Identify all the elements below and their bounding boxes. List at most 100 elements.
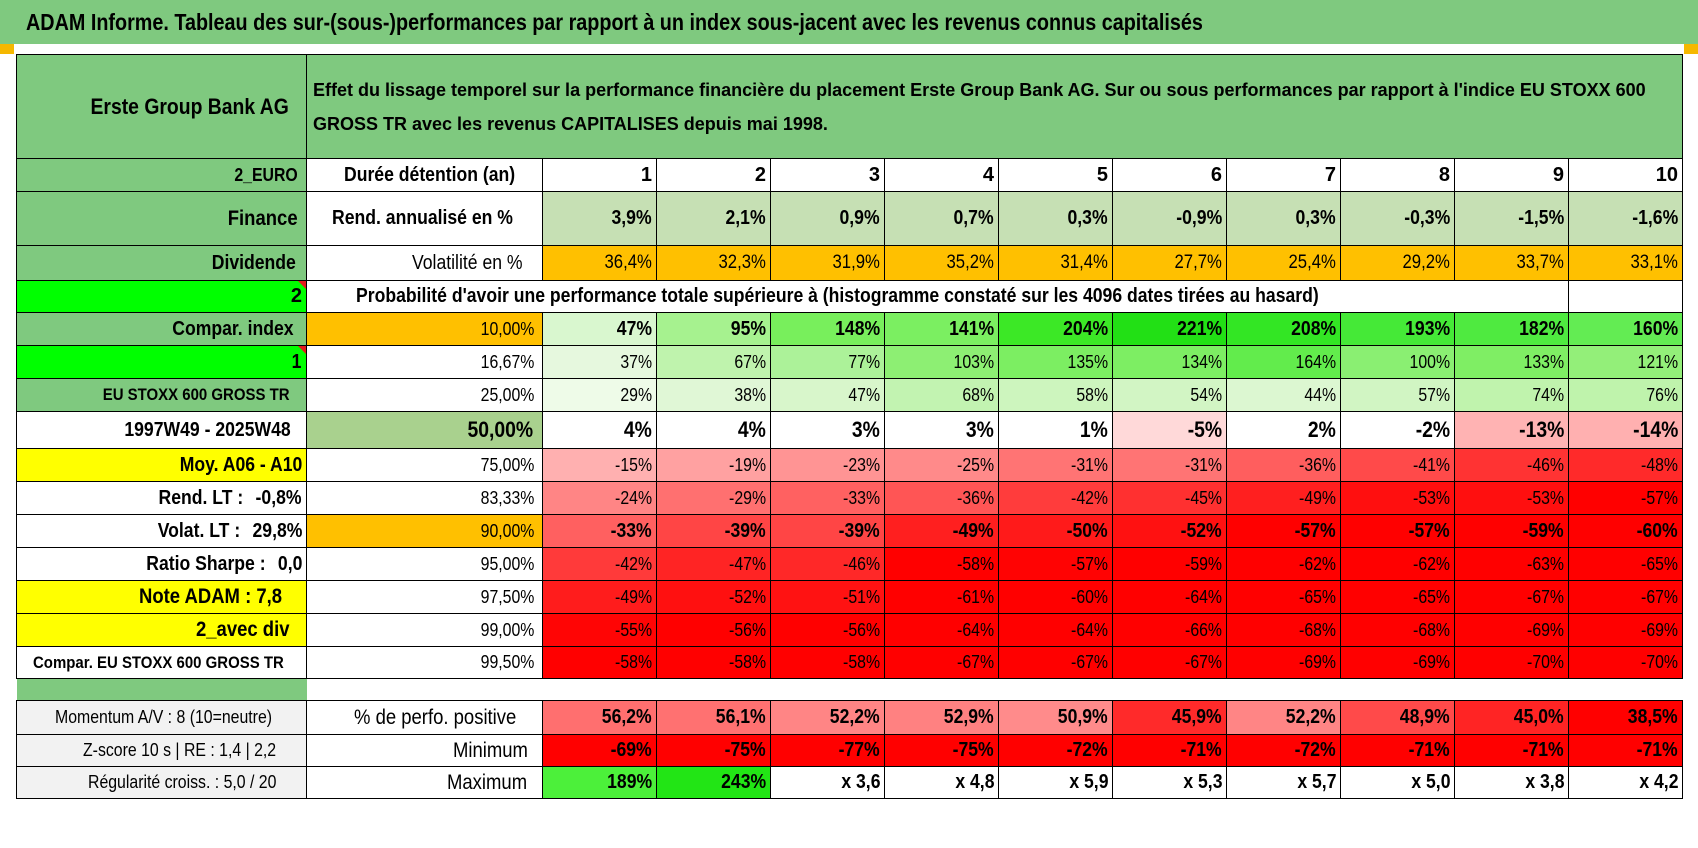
- minimum-row: Z-score 10 s | RE : 1,4 | 2,2 Minimum -69%…: [16, 734, 1684, 767]
- prob-value-5-9-text: -46%: [1527, 454, 1564, 475]
- perfo-value-8-text: 48,9%: [1400, 706, 1450, 728]
- moy-label: Moy. A06 - A10: [16, 448, 307, 482]
- rend-lt-label: Rend. LT :: [158, 486, 244, 509]
- maximum-value-8-text: x 5,0: [1410, 771, 1450, 793]
- prob-value-9-10-text: -67%: [1641, 586, 1679, 607]
- header-description: Effet du lissage temporel sur la perform…: [305, 54, 1684, 159]
- perfo-value-9-text: 45,0%: [1514, 706, 1564, 728]
- prob-value-9-9-text: -67%: [1527, 586, 1564, 607]
- prob-value-1-4-text: 141%: [948, 317, 994, 340]
- rend-lt-cell: Rend. LT : -0,8%: [16, 481, 307, 515]
- threshold-1: 10,00%: [306, 312, 543, 346]
- corner-mark-right: [1684, 44, 1698, 54]
- prob-value-1-2: 95%: [656, 312, 771, 346]
- prob-value-7-8: -57%: [1340, 514, 1455, 548]
- prob-value-4-6-text: -5%: [1187, 417, 1222, 442]
- perfo-value-7-text: 52,2%: [1286, 706, 1336, 728]
- prob-value-10-2: -56%: [656, 613, 771, 647]
- prob-value-3-7-text: 44%: [1304, 384, 1336, 405]
- period-label-text: 1997W49 - 2025W48: [124, 418, 291, 441]
- prob-value-9-3-text: -51%: [843, 586, 880, 607]
- prob-value-1-8-text: 193%: [1404, 317, 1450, 340]
- prob-value-4-4-text: 3%: [966, 417, 994, 442]
- prob-value-9-7-text: -65%: [1299, 586, 1336, 607]
- perfo-value-4-text: 52,9%: [944, 706, 994, 728]
- currency-label-text: 2_EURO: [234, 164, 298, 185]
- prob-value-8-9-text: -63%: [1527, 553, 1564, 574]
- prob-value-7-3-text: -39%: [838, 519, 880, 542]
- prob-value-6-10: -57%: [1567, 481, 1684, 515]
- prob-value-2-7-text: 164%: [1295, 351, 1336, 372]
- perfo-value-7: 52,2%: [1226, 700, 1341, 735]
- prob-value-6-7: -49%: [1226, 481, 1341, 515]
- sharpe-label: Ratio Sharpe :: [145, 552, 266, 575]
- prob-value-3-10: 76%: [1567, 378, 1684, 412]
- zscore-label-text: Z-score 10 s | RE : 1,4 | 2,2: [82, 740, 276, 760]
- prob-row-4: 1997W49 - 2025W48 50,00% 4% 4% 3% 3% 1% -5% 2% -2…: [16, 411, 1684, 449]
- prob-value-5-1: -15%: [542, 448, 657, 482]
- rend-value-1-text: 3,9%: [611, 207, 652, 229]
- prob-value-11-5-text: -67%: [1071, 652, 1108, 672]
- volat-value-5-text: 31,4%: [1060, 252, 1108, 273]
- prob-value-1-6-text: 221%: [1176, 317, 1222, 340]
- perfo-value-5-text: 50,9%: [1058, 706, 1108, 728]
- maximum-value-4: x 4,8: [884, 766, 999, 799]
- prob-value-1-1: 47%: [542, 312, 657, 346]
- prob-value-5-9: -46%: [1454, 448, 1569, 482]
- perfo-row: Momentum A/V : 8 (10=neutre) % de perfo. …: [16, 700, 1684, 735]
- prob-value-6-7-text: -49%: [1299, 487, 1336, 508]
- prob-value-6-9-text: -53%: [1527, 487, 1564, 508]
- duree-label: Durée détention (an): [306, 158, 543, 192]
- prob-value-1-7: 208%: [1226, 312, 1341, 346]
- performance-sheet: Erste Group Bank AG Effet du lissage temp…: [16, 54, 1684, 848]
- prob-row-2: 1 16,67% 37% 67% 77% 103% 135% 134% 164% 100% 133%…: [16, 345, 1684, 379]
- maximum-value-6: x 5,3: [1112, 766, 1227, 799]
- perfo-value-2-text: 56,1%: [716, 706, 766, 728]
- rend-value-4-text: 0,7%: [953, 207, 994, 229]
- prob-value-7-5: -50%: [998, 514, 1113, 548]
- minimum-value-9: -71%: [1454, 734, 1569, 767]
- currency-label: 2_EURO: [16, 158, 307, 192]
- prob-value-5-1-text: -15%: [615, 454, 652, 475]
- prob-value-3-1-text: 29%: [620, 384, 652, 405]
- prob-value-11-6-text: -67%: [1185, 652, 1222, 672]
- maximum-value-6-text: x 5,3: [1182, 771, 1222, 793]
- prob-value-6-4-text: -36%: [957, 487, 994, 508]
- maximum-value-8: x 5,0: [1340, 766, 1455, 799]
- company-name: Erste Group Bank AG: [16, 54, 307, 159]
- prob-value-1-2-text: 95%: [730, 317, 766, 340]
- prob-value-9-2: -52%: [656, 580, 771, 614]
- prob-value-10-4: -64%: [884, 613, 999, 647]
- prob-row-10: 2_avec div 99,00% -55% -56% -56% -64% -64% -66%…: [16, 613, 1684, 647]
- maximum-value-1: 189%: [542, 766, 657, 799]
- prob-value-5-10: -48%: [1567, 448, 1684, 482]
- prob-value-1-5-text: 204%: [1062, 317, 1108, 340]
- prob-value-11-4-text: -67%: [957, 652, 994, 672]
- header-row: Erste Group Bank AG Effet du lissage temp…: [16, 54, 1684, 159]
- threshold-6: 83,33%: [306, 481, 543, 515]
- prob-value-8-1: -42%: [542, 547, 657, 581]
- threshold-11: 99,50%: [306, 646, 543, 679]
- prob-value-4-5: 1%: [998, 411, 1113, 449]
- prob-value-10-1-text: -55%: [615, 619, 652, 640]
- report-title: ADAM Informe. Tableau des sur-(sous-)per…: [26, 9, 1203, 35]
- prob-value-8-5: -57%: [998, 547, 1113, 581]
- prob-value-4-10: -14%: [1567, 411, 1684, 449]
- maximum-value-2: 243%: [656, 766, 771, 799]
- avec-div-label: 2_avec div: [16, 613, 307, 647]
- prob-value-8-3-text: -46%: [843, 553, 880, 574]
- prob-value-5-3: -23%: [770, 448, 885, 482]
- prob-value-5-6-text: -31%: [1185, 454, 1222, 475]
- threshold-10-text: 99,00%: [480, 619, 535, 640]
- rend-value-3-text: 0,9%: [839, 207, 880, 229]
- prob-value-8-9: -63%: [1454, 547, 1569, 581]
- prob-flag: 2: [16, 280, 307, 313]
- minimum-value-4: -75%: [884, 734, 999, 767]
- threshold-6-text: 83,33%: [480, 487, 535, 508]
- prob-value-3-3-text: 47%: [848, 384, 880, 405]
- prob-value-10-8: -68%: [1340, 613, 1455, 647]
- rend-label: Rend. annualisé en %: [306, 191, 543, 246]
- prob-value-10-8-text: -68%: [1413, 619, 1450, 640]
- prob-row-1: Compar. index 10,00% 47% 95% 148% 141% 204% 221…: [16, 312, 1684, 346]
- prob-value-11-8: -69%: [1340, 646, 1455, 679]
